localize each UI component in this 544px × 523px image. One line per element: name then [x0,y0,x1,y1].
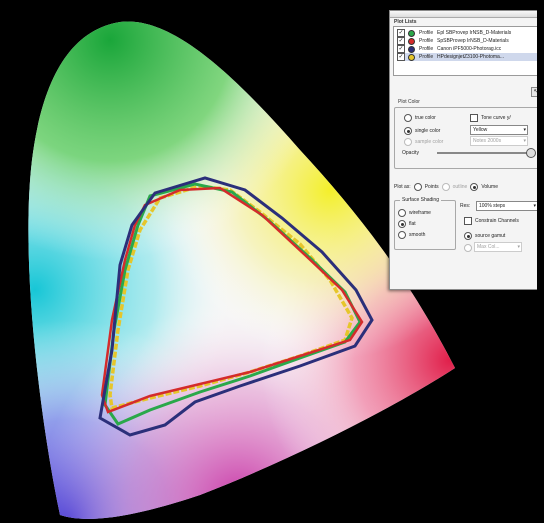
plot-color-header: Plot Color [398,99,420,105]
wireframe-radio[interactable] [398,209,406,217]
single-color-radio[interactable] [404,127,412,135]
source-gamut-radio[interactable] [464,232,472,240]
plot-list-item[interactable]: ✓ Profile SpSBProvep IrNSB_D-Materials [397,37,537,45]
outline-canon-navy [98,176,374,437]
smooth-option[interactable]: smooth [398,231,425,239]
plot-kind: Profile [419,30,434,36]
plot-color-dot [408,53,415,61]
sample-color-option[interactable]: sample color [404,138,443,146]
chevron-down-icon: ▾ [523,138,526,144]
volume-radio[interactable] [470,183,479,191]
res-row: Res: [460,203,470,209]
res-label: Res: [460,203,471,209]
flat-option[interactable]: flat [398,220,416,228]
plot-color-dot [408,45,415,53]
plot-list-item[interactable]: ✓ Profile Canon iPF5000-Photorag.icc [397,45,537,53]
points-radio[interactable] [413,183,422,191]
surface-shading-group: Surface Shading [394,197,456,250]
plot-kind: Profile [419,54,434,60]
plot-name: SpSBProvep IrNSB_D-Materials [437,38,509,44]
res-select[interactable]: 100% steps ▾ [476,201,538,211]
plot-settings-panel: Plot Lists ✓ Profile Epl SBProvep IrNSB_… [389,10,543,290]
smooth-radio[interactable] [398,231,406,239]
plot-name: HPdesignjetZ3100-Photoma... [437,54,504,60]
tone-curve-label: Tone curve y/ [481,115,511,121]
volume-label: Volume [481,184,499,190]
true-color-radio[interactable] [404,114,412,122]
source-gamut-label: source gamut [475,233,506,239]
points-label: Points [424,184,439,190]
single-color-option[interactable]: single color [404,127,440,135]
single-color-label: single color [415,128,441,134]
max-col-value: Max Col... [477,244,500,250]
chevron-down-icon: ▾ [523,127,526,133]
wireframe-label: wireframe [409,210,431,216]
outline-label: outline [452,184,468,190]
max-col-select[interactable]: Max Col... ▾ [474,242,522,252]
panel-title-bar[interactable] [390,11,542,18]
chevron-down-icon: ▾ [533,203,536,209]
outline-spb-red [100,186,364,414]
smooth-label: smooth [409,232,426,238]
true-color-label: true color [415,115,436,121]
opacity-label: Opacity [402,150,419,156]
sample-color-select[interactable]: Notes 2000s ▾ [470,136,528,146]
flat-radio[interactable] [398,220,406,228]
constrain-channels-option[interactable]: Constrain Channels [464,217,519,225]
max-col-option[interactable] [464,244,472,252]
tone-curve-checkbox[interactable] [470,114,478,122]
plot-name: Epl SBProvep IrNSB_D-Materials [437,30,512,36]
plot-as-row: Plot as: Points outline Volume [394,183,498,191]
sample-color-value: Notes 2000s [473,138,502,144]
wireframe-option[interactable]: wireframe [398,209,431,217]
visibility-checkbox[interactable]: ✓ [397,37,405,45]
plot-list-item[interactable]: ✓ Profile Epl SBProvep IrNSB_D-Materials [397,29,537,37]
plot-color-dot [408,29,415,37]
chevron-down-icon: ▾ [517,244,520,250]
plot-kind: Profile [419,38,434,44]
opacity-slider-handle[interactable] [526,148,536,158]
plot-list-item-selected[interactable]: ✓ Profile HPdesignjetZ3100-Photoma... [397,53,537,61]
tone-curve-option[interactable]: Tone curve y/ [470,114,511,122]
single-color-select[interactable]: Yellow ▾ [470,125,528,135]
constrain-channels-label: Constrain Channels [475,218,519,224]
outline-radio[interactable] [441,183,450,191]
opacity-label-row: Opacity [402,150,419,156]
max-col-radio[interactable] [464,244,472,252]
surface-shading-label: Surface Shading [400,197,441,203]
opacity-slider-track[interactable] [437,152,531,154]
visibility-checkbox[interactable]: ✓ [397,45,405,53]
sample-color-radio[interactable] [404,138,412,146]
single-color-value: Yellow [473,127,488,133]
constrain-channels-checkbox[interactable] [464,217,472,225]
visibility-checkbox[interactable]: ✓ [397,29,405,37]
plot-list-header: Plot Lists [394,19,417,25]
source-gamut-option[interactable]: source gamut [464,232,505,240]
plot-list: ✓ Profile Epl SBProvep IrNSB_D-Materials… [393,26,540,76]
plot-name: Canon iPF5000-Photorag.icc [437,46,502,52]
window-edge [537,0,544,523]
plot-as-label: Plot as: [394,184,411,190]
plot-kind: Profile [419,46,434,52]
sample-color-label: sample color [415,139,444,145]
plot-color-dot [408,37,415,45]
true-color-option[interactable]: true color [404,114,436,122]
visibility-checkbox[interactable]: ✓ [397,53,405,61]
flat-label: flat [409,221,416,227]
res-value: 100% steps [479,203,506,209]
